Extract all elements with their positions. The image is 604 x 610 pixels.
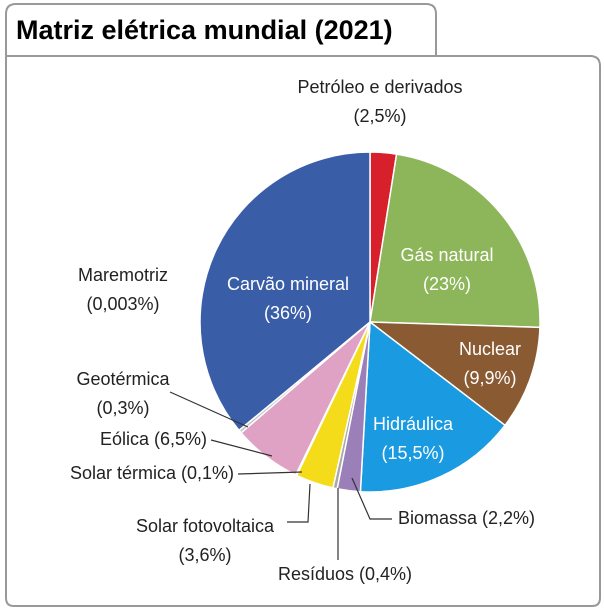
chart-title: Matriz elétrica mundial (2021) xyxy=(16,15,393,45)
value-label: (36%) xyxy=(264,303,312,323)
category-label: Nuclear xyxy=(459,339,521,359)
slice-label: Biomassa (2,2%) xyxy=(398,508,535,528)
value-label: (6,5%) xyxy=(154,429,207,449)
slice-label: Resíduos (0,4%) xyxy=(278,564,412,584)
value-label: (15,5%) xyxy=(381,443,444,463)
category-label: Maremotriz xyxy=(78,265,168,285)
slice-label: Maremotriz (0,003%) xyxy=(78,265,168,314)
slice xyxy=(359,320,507,493)
category-label: Solar fotovoltaica xyxy=(136,516,275,536)
value-label: (9,9%) xyxy=(463,368,516,388)
leader-line xyxy=(169,391,249,428)
leader-line xyxy=(287,483,311,523)
slice-label: Hidráulica (15,5%) xyxy=(373,414,454,463)
slice xyxy=(369,153,541,329)
leader-line xyxy=(210,439,273,457)
slice xyxy=(199,151,371,432)
category-label: Biomassa xyxy=(398,508,478,528)
value-label: (0,1%) xyxy=(181,463,234,483)
slice-label: Solar térmica (0,1%) xyxy=(70,463,234,483)
category-label: Gás natural xyxy=(400,245,493,265)
category-label: Hidráulica xyxy=(373,414,454,434)
slice-label: Carvão mineral (36%) xyxy=(227,274,349,323)
value-label: (2,2%) xyxy=(482,508,535,528)
slice-label: Solar fotovoltaica (3,6%) xyxy=(136,516,275,565)
value-label: (0,003%) xyxy=(86,294,159,314)
slice-label: Petróleo e derivados (2,5%) xyxy=(297,77,462,126)
value-label: (0,4%) xyxy=(359,564,412,584)
value-label: (23%) xyxy=(423,274,471,294)
slice-label: Eólica (6,5%) xyxy=(100,429,207,449)
pie xyxy=(199,151,541,493)
category-label: Eólica xyxy=(100,429,150,449)
leader-line xyxy=(351,477,392,520)
category-label: Solar térmica xyxy=(70,463,177,483)
value-label: (0,3%) xyxy=(96,398,149,418)
category-label: Geotérmica xyxy=(76,369,170,389)
slice-label: Nuclear (9,9%) xyxy=(459,339,521,388)
labels: Petróleo e derivados (2,5%) Gás natural (23… xyxy=(70,77,535,584)
category-label: Petróleo e derivados xyxy=(297,77,462,97)
value-label: (2,5%) xyxy=(353,106,406,126)
value-label: (3,6%) xyxy=(178,545,231,565)
slice-label: Geotérmica (0,3%) xyxy=(76,369,170,418)
slice xyxy=(367,321,541,427)
slice-label: Gás natural (23%) xyxy=(400,245,493,294)
leader-line xyxy=(237,471,303,475)
category-label: Carvão mineral xyxy=(227,274,349,294)
category-label: Resíduos xyxy=(278,564,354,584)
